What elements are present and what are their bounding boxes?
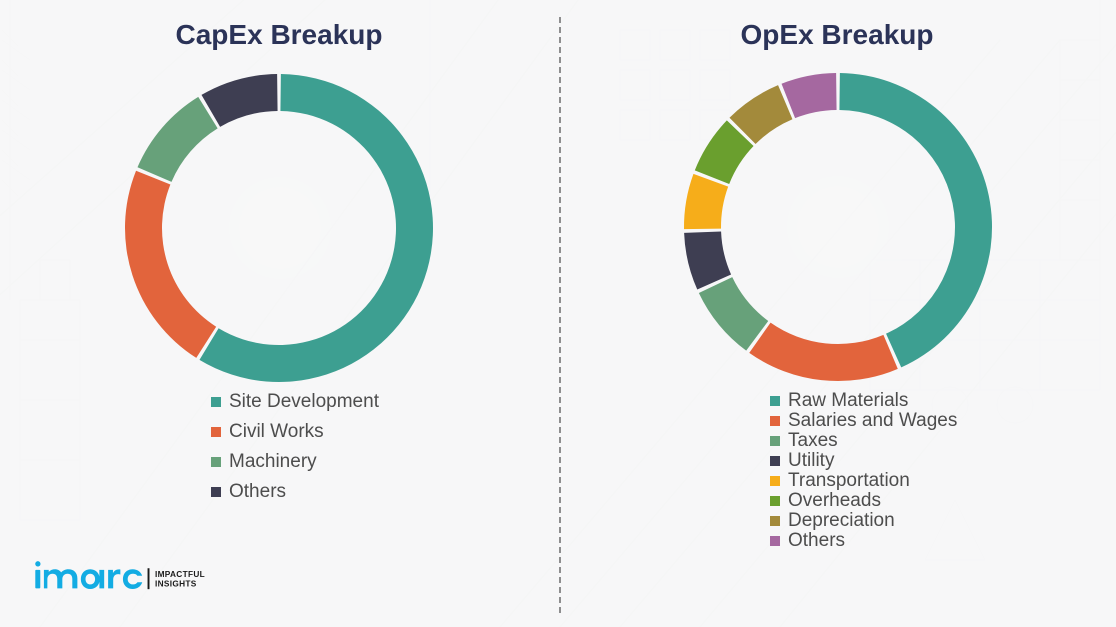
svg-text:INSIGHTS: INSIGHTS — [155, 579, 197, 588]
svg-text:IMPACTFUL: IMPACTFUL — [155, 570, 205, 579]
